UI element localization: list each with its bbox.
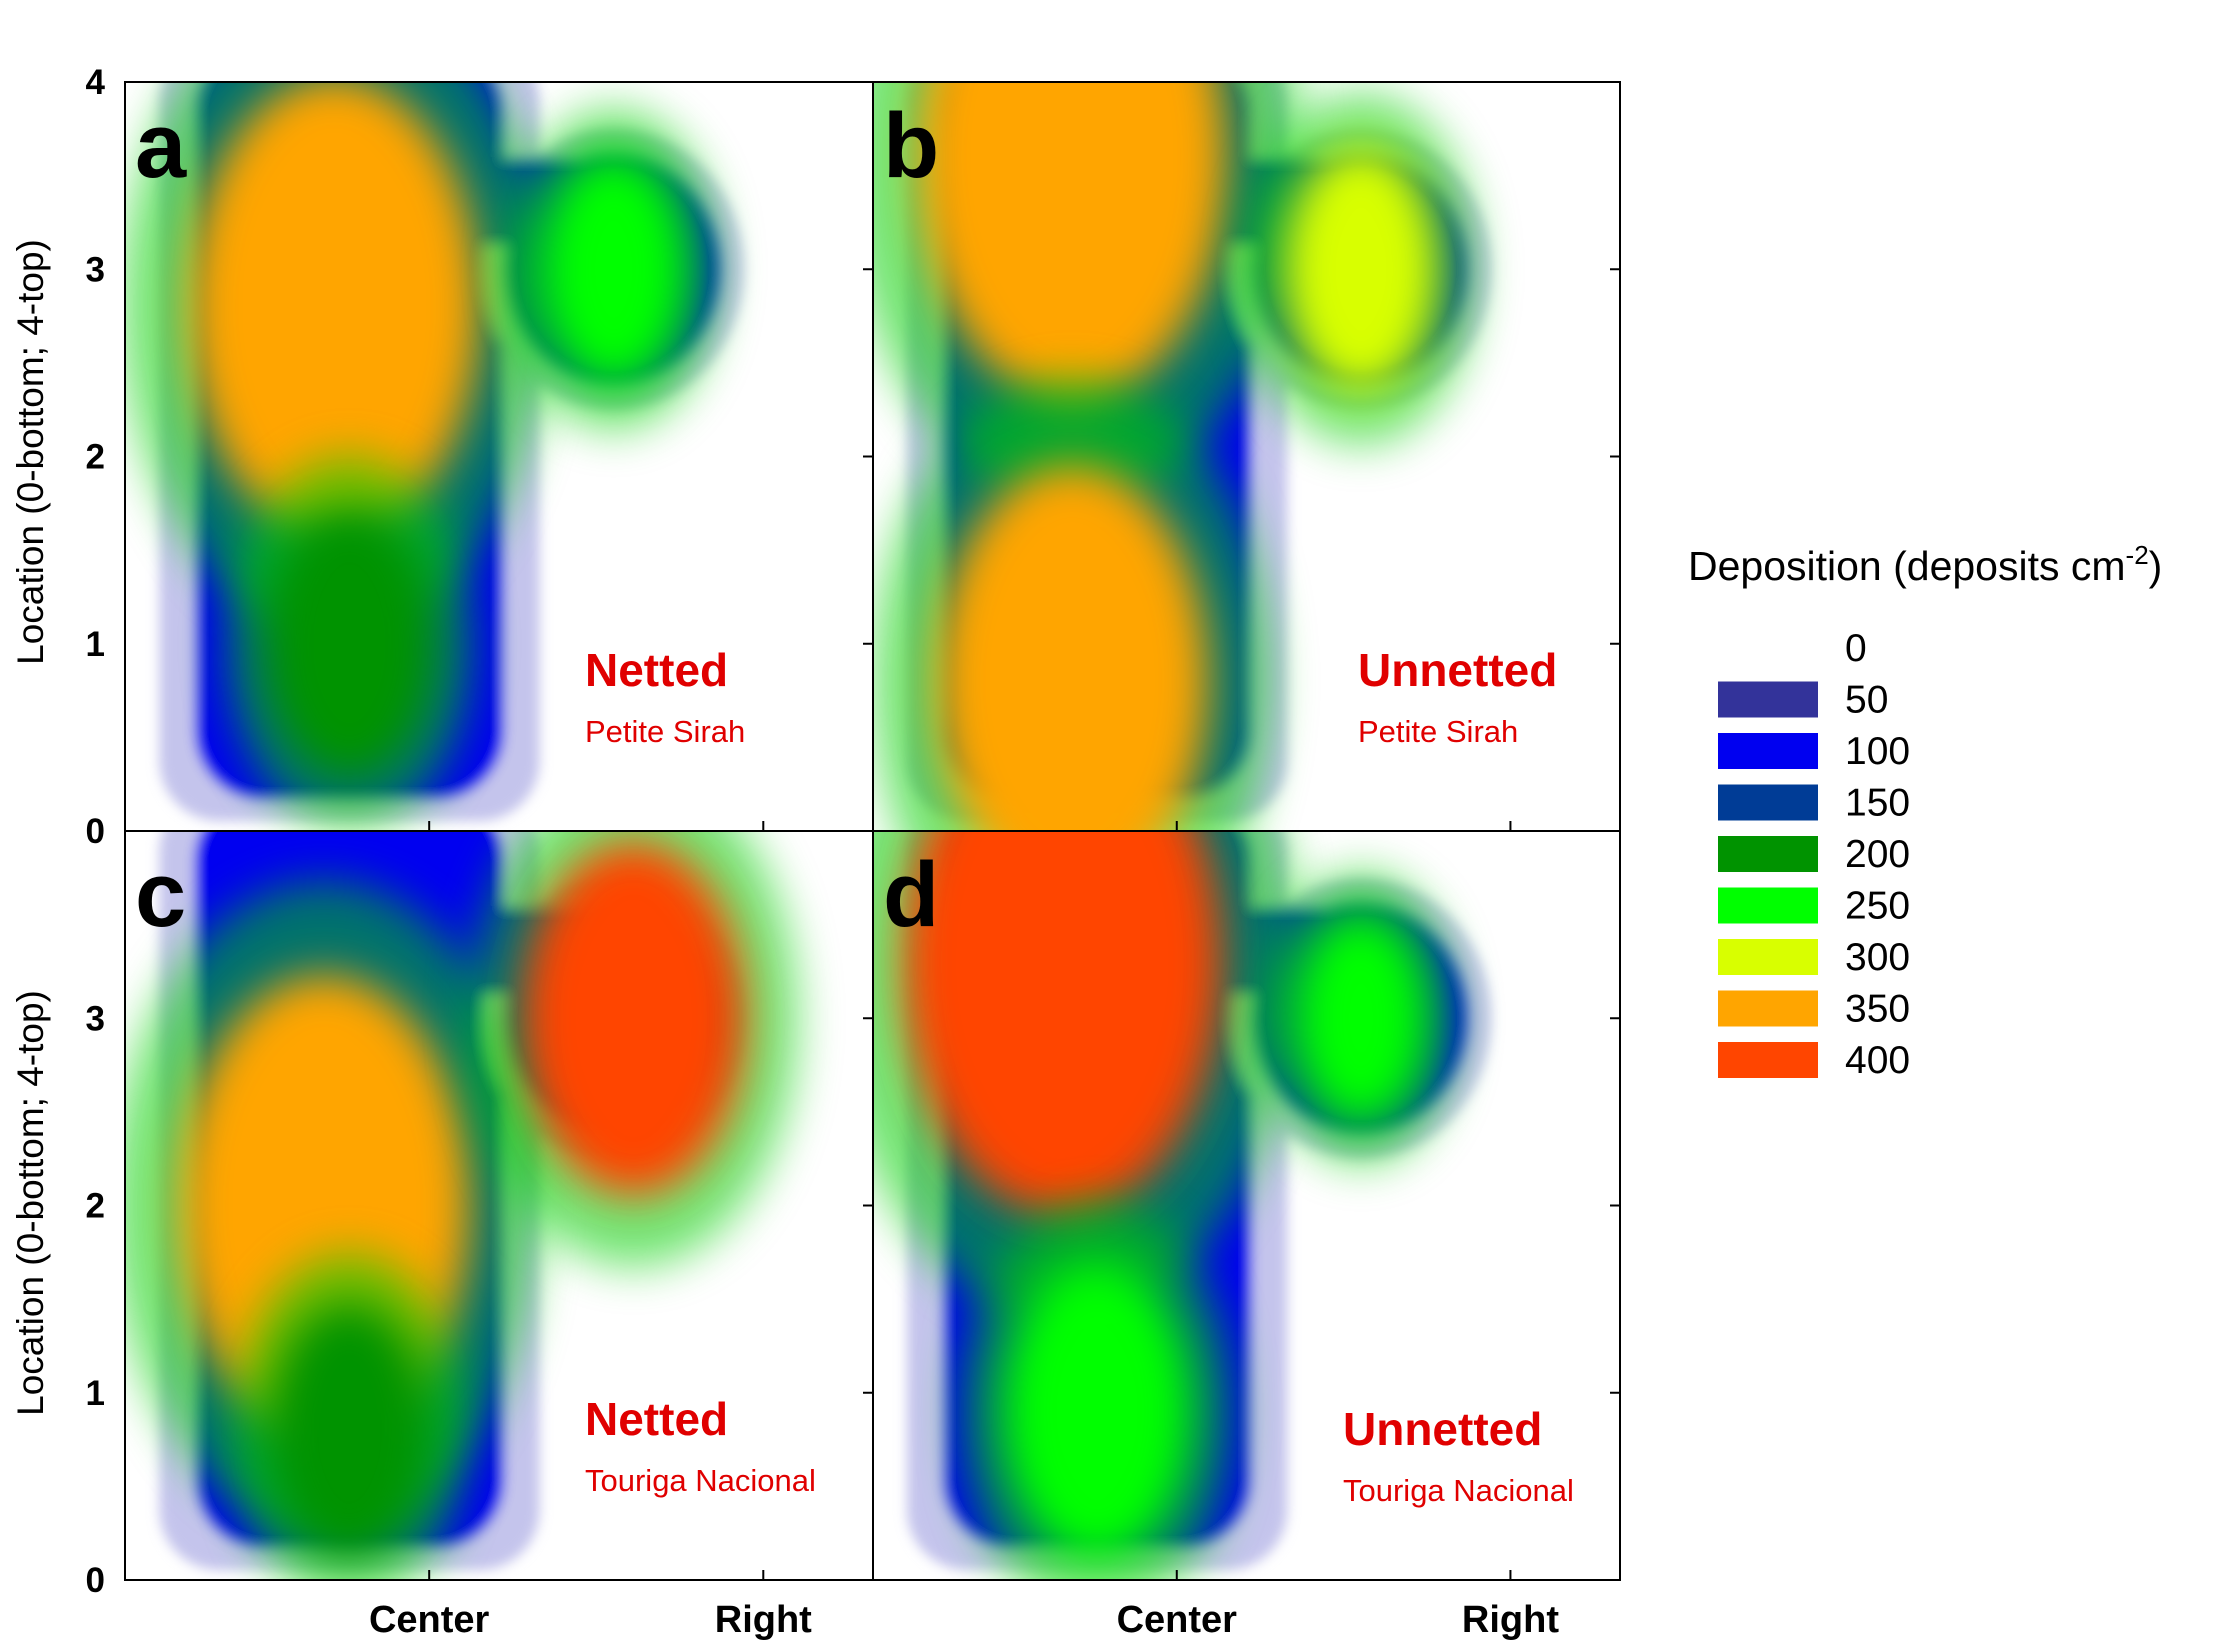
- y-tick-label: 0: [86, 1561, 105, 1600]
- hotspot-2: [541, 154, 686, 385]
- treatment-label: Unnetted: [1358, 644, 1557, 696]
- panel-c: c Netted Touriga Nacional: [124, 830, 874, 1581]
- legend-swatch: [1718, 990, 1818, 1027]
- hotspot-2: [522, 841, 746, 1196]
- hotspot-2: [1295, 913, 1427, 1123]
- legend-swatch: [1718, 887, 1818, 924]
- panel-d: d Unnetted Touriga Nacional: [872, 830, 1621, 1581]
- legend-label: 50: [1845, 679, 1888, 722]
- legend-label: 350: [1845, 988, 1910, 1031]
- x-category-label: Right: [715, 1599, 812, 1641]
- x-category-label: Center: [1117, 1599, 1238, 1641]
- treatment-label: Netted: [585, 1393, 728, 1445]
- legend-title: Deposition (deposits cm-2): [1688, 540, 2162, 589]
- legend-title-close: ): [2149, 543, 2163, 589]
- legend-label: 300: [1845, 936, 1910, 979]
- legend-swatch: [1718, 733, 1818, 769]
- y-tick-label: 2: [86, 1187, 105, 1226]
- hotspot-1: [264, 509, 434, 779]
- y-tick-label: 0: [86, 812, 105, 851]
- panel-letter: d: [883, 844, 939, 946]
- cultivar-label: Petite Sirah: [585, 714, 745, 749]
- cultivar-label: Touriga Nacional: [1343, 1473, 1574, 1508]
- legend-title-superscript: -2: [2126, 540, 2149, 570]
- axis-ticks: 0 1 2 3 4 0 1 2 3 Center Right Center Right: [86, 63, 1560, 1641]
- panel-letter: b: [883, 95, 939, 197]
- legend-swatch: [1718, 1042, 1818, 1078]
- cultivar-label: Petite Sirah: [1358, 714, 1518, 749]
- legend-swatch: [1718, 681, 1818, 718]
- y-axis-title-bottom: Location (0-bottom; 4-top): [10, 990, 51, 1416]
- legend-label: 0: [1845, 627, 1867, 670]
- cultivar-label: Touriga Nacional: [585, 1463, 816, 1498]
- y-tick-label: 1: [86, 625, 105, 664]
- hotspot-2: [1282, 144, 1440, 395]
- legend-label: 100: [1845, 730, 1910, 773]
- treatment-label: Unnetted: [1343, 1403, 1542, 1455]
- legend-label: 250: [1845, 885, 1910, 928]
- legend-label: 150: [1845, 782, 1910, 825]
- legend: Deposition (deposits cm-2) 0 50 100 150 200 2…: [1688, 540, 2162, 1082]
- treatment-label: Netted: [585, 644, 728, 696]
- y-axis-title-top: Location (0-bottom; 4-top): [10, 239, 51, 665]
- legend-swatch: [1718, 939, 1818, 975]
- hotspot-0: [189, 82, 480, 538]
- hotspot-0: [902, 831, 1222, 1216]
- y-tick-label: 2: [86, 438, 105, 477]
- legend-label: 400: [1845, 1039, 1910, 1082]
- y-tick-label: 3: [86, 999, 105, 1038]
- x-category-label: Right: [1462, 1599, 1559, 1641]
- hotspot-0: [917, 82, 1227, 403]
- y-tick-label: 3: [86, 250, 105, 289]
- legend-title-main: Deposition (deposits cm: [1688, 543, 2126, 589]
- legend-swatch: [1718, 784, 1818, 821]
- legend-label: 200: [1845, 833, 1910, 876]
- x-category-label: Center: [369, 1599, 490, 1641]
- panel-letter: c: [135, 844, 186, 946]
- hotspot-1: [1003, 1262, 1192, 1561]
- hotspot-1: [936, 465, 1209, 831]
- panel-b: b Unnetted Petite Sirah: [872, 81, 1621, 832]
- hotspot-1: [269, 1303, 430, 1558]
- legend-swatch: [1718, 836, 1818, 872]
- panel-a: a Netted Petite Sirah: [124, 81, 874, 832]
- y-tick-label: 4: [86, 63, 106, 102]
- panel-letter: a: [135, 95, 187, 197]
- y-tick-label: 1: [86, 1374, 105, 1413]
